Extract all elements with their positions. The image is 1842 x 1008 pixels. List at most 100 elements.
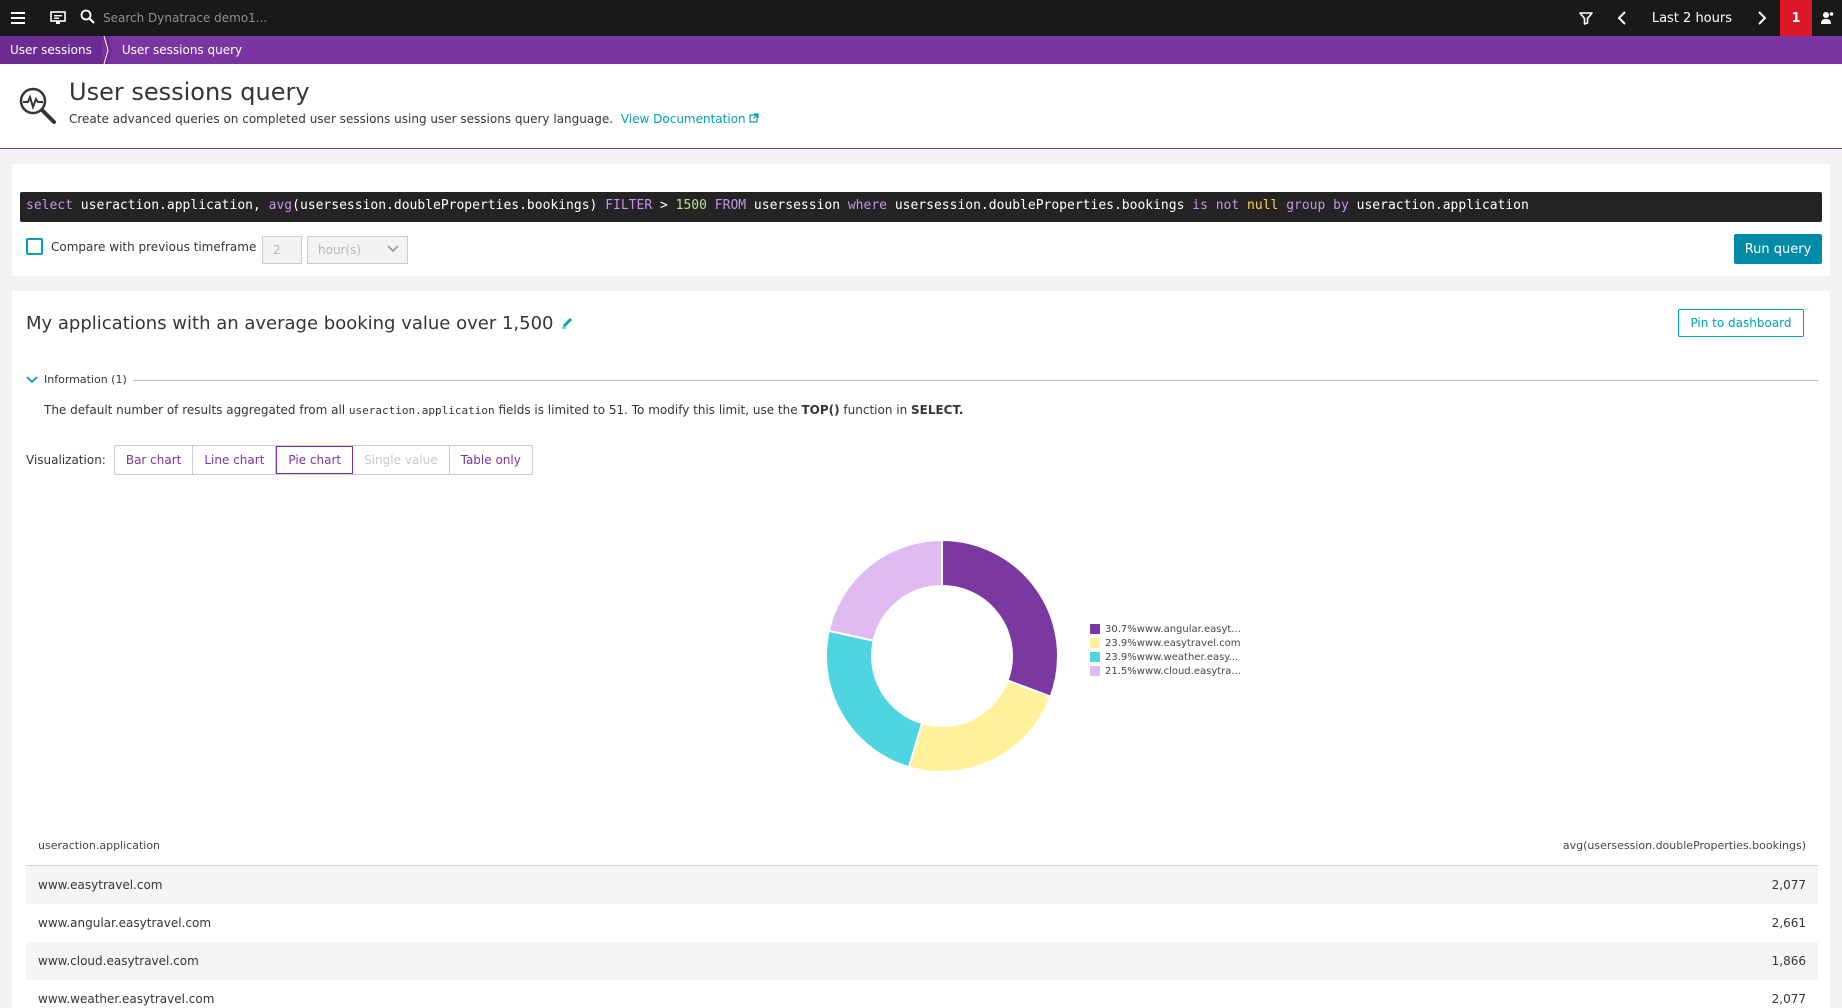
information-toggle[interactable]: Information (1) [26, 373, 1818, 386]
page-title: User sessions query [69, 78, 310, 106]
query-token: useraction.application [1348, 198, 1529, 213]
legend-swatch [1090, 638, 1100, 648]
query-token: FROM [714, 198, 747, 213]
cell-avg-bookings: 2,661 [1771, 916, 1806, 930]
query-token: select [26, 198, 73, 213]
search-bar[interactable] [76, 0, 676, 36]
cell-application: www.cloud.easytravel.com [38, 954, 199, 968]
query-token: FILTER [605, 198, 653, 213]
divider [132, 380, 1818, 381]
viz-option-pie-chart[interactable]: Pie chart [276, 446, 354, 474]
query-token: (usersession.doubleProperties.bookings) [292, 198, 606, 213]
top-bar-right: Last 2 hours 1 [1568, 0, 1842, 36]
legend-percent: 23.9 [1105, 637, 1128, 649]
viz-option-bar-chart[interactable]: Bar chart [115, 446, 194, 474]
page-header: User sessions query Create advanced quer… [0, 64, 1842, 149]
page-subtitle-text: Create advanced queries on completed use… [69, 112, 614, 126]
result-title-text: My applications with an average booking … [26, 313, 554, 334]
information-text: The default number of results aggregated… [44, 403, 964, 417]
information-label: Information (1) [44, 373, 127, 386]
viz-option-table-only[interactable]: Table only [460, 453, 521, 467]
next-timeframe-chevron-right-icon[interactable] [1744, 0, 1780, 36]
compare-unit-value: hour(s) [318, 243, 362, 257]
pin-to-dashboard-button[interactable]: Pin to dashboard [1678, 309, 1804, 337]
legend-percent: 21.5 [1105, 665, 1128, 677]
breadcrumb: User sessions User sessions query [0, 36, 1842, 64]
query-token: > [652, 198, 676, 213]
query-token: usersession.doubleProperties.bookings [887, 198, 1193, 213]
monitor-icon[interactable] [40, 0, 76, 36]
legend-item[interactable]: 21.5% www.cloud.easytra... [1090, 664, 1241, 678]
compare-checkbox[interactable] [26, 238, 43, 255]
cell-application: www.angular.easytravel.com [38, 916, 212, 930]
previous-timeframe-chevron-left-icon[interactable] [1604, 0, 1640, 36]
view-documentation-link[interactable]: View Documentation [621, 112, 760, 126]
query-token: is not [1192, 198, 1240, 213]
viz-option-single-value: Single value [353, 446, 450, 474]
query-panel: select useraction.application, avg(users… [12, 164, 1830, 276]
page-subtitle: Create advanced queries on completed use… [69, 112, 760, 126]
query-magnifier-icon [18, 86, 58, 126]
breadcrumb-item-user-sessions[interactable]: User sessions [0, 36, 102, 64]
column-header-avg-bookings[interactable]: avg(usersession.doubleProperties.booking… [1562, 839, 1806, 852]
legend-swatch [1090, 652, 1100, 662]
result-title: My applications with an average booking … [26, 313, 574, 334]
legend-label: www.easytravel.com [1136, 637, 1241, 649]
query-token [707, 198, 715, 213]
table-row: www.angular.easytravel.com 2,661 [26, 904, 1818, 942]
pie-slice[interactable] [941, 538, 1059, 698]
query-token [1239, 198, 1247, 213]
cell-application: www.easytravel.com [38, 878, 163, 892]
query-token: group by [1286, 198, 1349, 213]
timeframe-selector[interactable]: Last 2 hours [1651, 10, 1732, 26]
query-token: 1500 [675, 198, 707, 213]
chart-legend: 30.7% www.angular.easyt... 23.9% www.easy… [1090, 622, 1241, 678]
pie-slice[interactable] [907, 679, 1052, 773]
legend-label: www.angular.easyt... [1136, 623, 1241, 635]
query-editor[interactable]: select useraction.application, avg(users… [20, 192, 1822, 222]
table-row: www.easytravel.com 2,077 [26, 866, 1818, 904]
pie-slice[interactable] [825, 629, 924, 769]
legend-label: www.cloud.easytra... [1136, 665, 1241, 677]
visualization-selector: Visualization: Bar chart Line chart Pie ch… [26, 445, 533, 475]
search-icon [80, 9, 95, 28]
compare-unit-select[interactable]: hour(s) [307, 236, 408, 264]
table-body: www.easytravel.com 2,077 www.angular.easyt… [26, 866, 1818, 1008]
legend-percent: 30.7 [1105, 623, 1128, 635]
cell-avg-bookings: 1,866 [1771, 954, 1806, 968]
search-input[interactable] [103, 11, 503, 25]
compare-value-input[interactable]: 2 [262, 236, 302, 264]
query-token [1278, 198, 1286, 213]
query-token: usersession [746, 198, 848, 213]
top-bar: Last 2 hours 1 [0, 0, 1842, 36]
visualization-label: Visualization: [26, 453, 106, 467]
query-token: where [847, 198, 887, 213]
pencil-icon[interactable] [561, 313, 574, 334]
viz-option-line-chart[interactable]: Line chart [193, 446, 277, 474]
cell-avg-bookings: 2,077 [1771, 992, 1806, 1006]
pie-slice[interactable] [827, 538, 943, 642]
user-icon[interactable] [1812, 0, 1842, 36]
results-table: useraction.application avg(usersession.d… [26, 826, 1818, 1008]
legend-item[interactable]: 30.7% www.angular.easyt... [1090, 622, 1241, 636]
query-token: null [1247, 198, 1279, 213]
cell-avg-bookings: 2,077 [1771, 878, 1806, 892]
run-query-button[interactable]: Run query [1734, 234, 1822, 264]
compare-label: Compare with previous timeframe [51, 239, 257, 254]
compare-timeframe[interactable]: Compare with previous timeframe [26, 238, 256, 255]
legend-item[interactable]: 23.9% www.easytravel.com [1090, 636, 1241, 650]
problems-badge[interactable]: 1 [1780, 0, 1812, 36]
visualization-options: Bar chart Line chart Pie chart Single value… [113, 445, 533, 475]
breadcrumb-item-user-sessions-query: User sessions query [121, 43, 243, 57]
breadcrumb-separator-icon [101, 36, 112, 64]
legend-percent: 23.9 [1105, 651, 1128, 663]
legend-item[interactable]: 23.9% www.weather.easy... [1090, 650, 1241, 664]
legend-swatch [1090, 666, 1100, 676]
filter-icon[interactable] [1568, 0, 1604, 36]
legend-swatch [1090, 624, 1100, 634]
chevron-down-icon [26, 375, 38, 383]
column-header-application[interactable]: useraction.application [38, 839, 161, 852]
menu-icon[interactable] [0, 0, 36, 36]
external-link-icon [749, 113, 760, 123]
query-token: useraction.application, [72, 198, 269, 213]
